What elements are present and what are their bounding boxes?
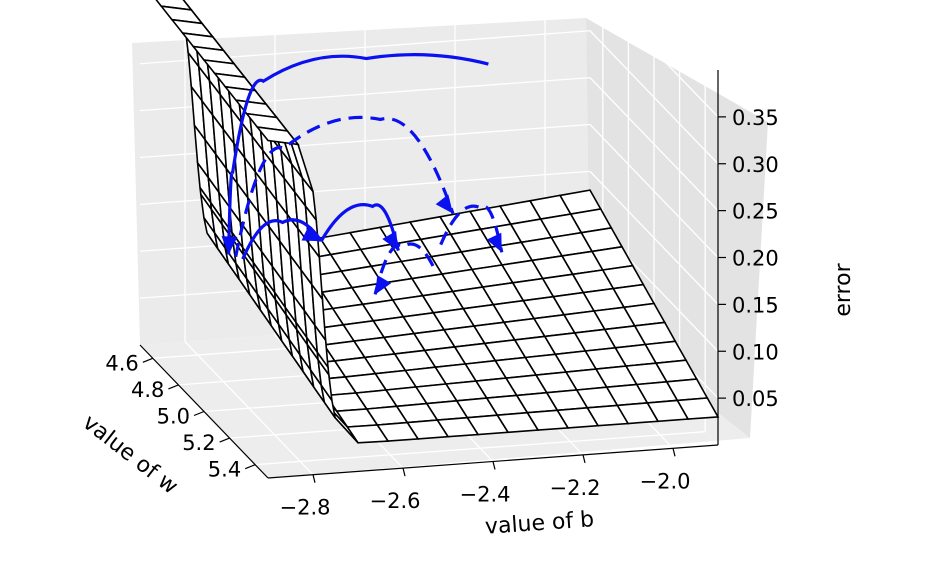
z-tick-label: 0.05 <box>732 387 779 411</box>
back-gridline <box>139 0 380 18</box>
descent-paths <box>221 53 504 296</box>
y-tick-label: 4.8 <box>131 378 164 402</box>
side-gridline <box>589 170 719 305</box>
x-tick-label: −2.4 <box>460 483 511 507</box>
descent-path-4 <box>319 203 400 251</box>
descent-path-6 <box>373 242 435 296</box>
x-tick-mark <box>672 448 676 457</box>
y-tick-label: 5.2 <box>182 431 215 455</box>
z-tick-label: 0.25 <box>732 200 779 224</box>
y-tick-label: 5.0 <box>157 405 190 429</box>
x-tick-mark <box>312 474 316 483</box>
arrowhead <box>221 236 238 255</box>
z-axis-label: error <box>831 262 856 316</box>
y-tick-label: 4.6 <box>105 351 138 375</box>
z-tick-label: 0.30 <box>732 153 779 177</box>
y-tick-mark <box>168 384 179 390</box>
surface-cell <box>255 126 300 146</box>
descent-path-1 <box>227 53 489 255</box>
arrowhead <box>435 194 453 214</box>
descent-path-5 <box>439 204 504 253</box>
x-tick-label: −2.0 <box>640 469 691 493</box>
x-axis-label: value of b <box>484 507 595 540</box>
y-tick-mark <box>142 357 154 363</box>
side-gridline <box>589 124 719 258</box>
error-surface <box>155 0 720 444</box>
descent-path-2 <box>234 115 455 258</box>
z-tick-label: 0.35 <box>732 106 779 130</box>
x-tick-mark <box>582 454 586 464</box>
y-tick-mark <box>193 410 205 417</box>
x-tick-label: −2.8 <box>280 496 331 520</box>
x-tick-mark <box>402 467 406 477</box>
x-tick-label: −2.2 <box>550 476 601 500</box>
y-tick-mark <box>244 464 256 470</box>
tick-labels: −2.8 −2.6 −2.4 −2.2 −2.0 4.6 4.8 5.05.2 5.4 0.05 0… <box>105 106 778 520</box>
arrowhead <box>301 226 322 242</box>
x-tick-mark <box>492 461 496 470</box>
side-gridline <box>589 77 719 212</box>
arrowhead <box>486 232 502 253</box>
z-tick-label: 0.10 <box>732 340 779 364</box>
side-gridline <box>604 0 719 118</box>
floor-gridline <box>255 431 706 466</box>
y-tick-mark <box>219 437 230 443</box>
z-tick-label: 0.20 <box>732 247 779 271</box>
z-tick-label: 0.15 <box>732 293 779 317</box>
arrowhead <box>375 275 392 295</box>
x-tick-label: −2.6 <box>370 489 421 513</box>
y-tick-label: 5.4 <box>208 458 241 482</box>
side-gridline <box>589 30 719 165</box>
